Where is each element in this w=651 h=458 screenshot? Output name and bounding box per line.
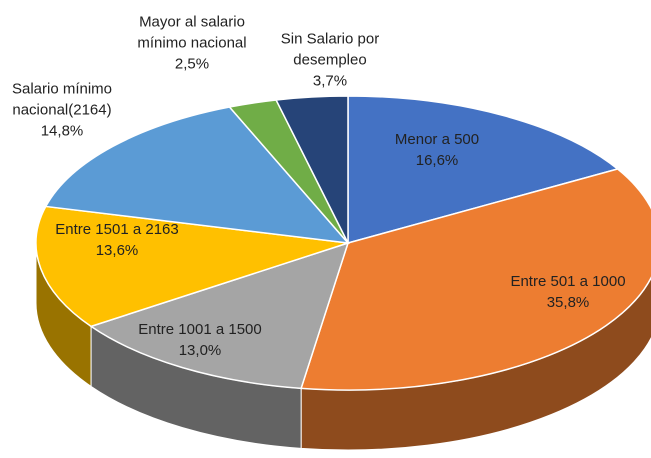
category-label: Entre 1501 a 2163 — [55, 221, 179, 238]
value-label: 13,0% — [178, 342, 222, 359]
data-label: Entre 1501 a 2163 13,6% — [55, 219, 178, 261]
data-label: Menor a 500 16,6% — [395, 129, 479, 171]
slice — [44, 106, 350, 244]
slice — [347, 95, 620, 244]
category-label: Menor a 500 — [394, 131, 480, 148]
data-label: Entre 501 a 1000 35,8% — [510, 271, 625, 313]
value-label: 2,5% — [174, 55, 210, 73]
category-label: Sin Salario por desempleo — [280, 30, 380, 69]
slice — [274, 95, 349, 244]
slice — [35, 205, 349, 328]
value-label: 14,8% — [40, 122, 84, 140]
data-label: Salario mínimo nacional(2164) 14,8% — [0, 79, 130, 142]
value-label: 35,8% — [546, 294, 590, 311]
value-label: 13,6% — [95, 242, 139, 259]
slice — [300, 168, 651, 391]
data-label: Entre 1001 a 1500 13,0% — [138, 319, 261, 361]
value-label: 3,7% — [312, 72, 348, 90]
category-label: Entre 1001 a 1500 — [138, 321, 262, 338]
category-label: Salario mínimo nacional(2164) — [11, 80, 113, 119]
data-label: Sin Salario por desempleo 3,7% — [268, 29, 393, 92]
category-label: Mayor al salario mínimo nacional — [137, 13, 247, 52]
category-label: Entre 501 a 1000 — [510, 273, 626, 290]
data-label: Mayor al salario mínimo nacional 2,5% — [127, 12, 257, 75]
slice — [89, 241, 350, 390]
value-label: 16,6% — [415, 152, 459, 169]
